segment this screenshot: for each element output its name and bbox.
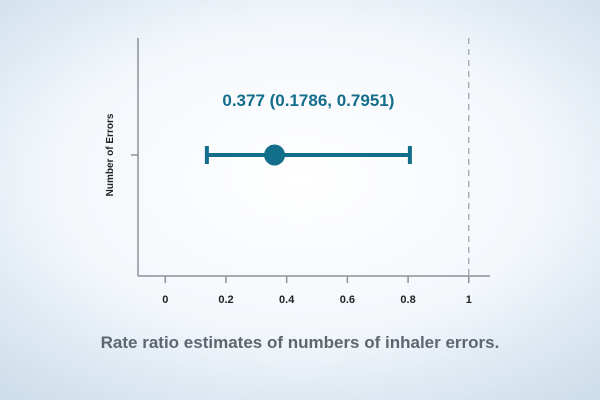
x-tick-label-3: 0.6 (340, 294, 355, 306)
point-estimate (264, 144, 286, 166)
figure-caption: Rate ratio estimates of numbers of inhal… (100, 333, 500, 352)
x-tick-label-5: 1 (466, 294, 472, 306)
x-axis-ticks: 0 0.2 0.4 0.6 0.8 1 (162, 276, 472, 306)
x-tick-label-4: 0.8 (400, 294, 415, 306)
y-axis-label: Number of Errors (105, 113, 116, 196)
x-tick-label-1: 0.2 (218, 294, 233, 306)
estimate-annotation: 0.377 (0.1786, 0.7951) (222, 91, 394, 110)
x-tick-label-2: 0.4 (279, 294, 295, 306)
x-tick-label-0: 0 (162, 294, 168, 306)
